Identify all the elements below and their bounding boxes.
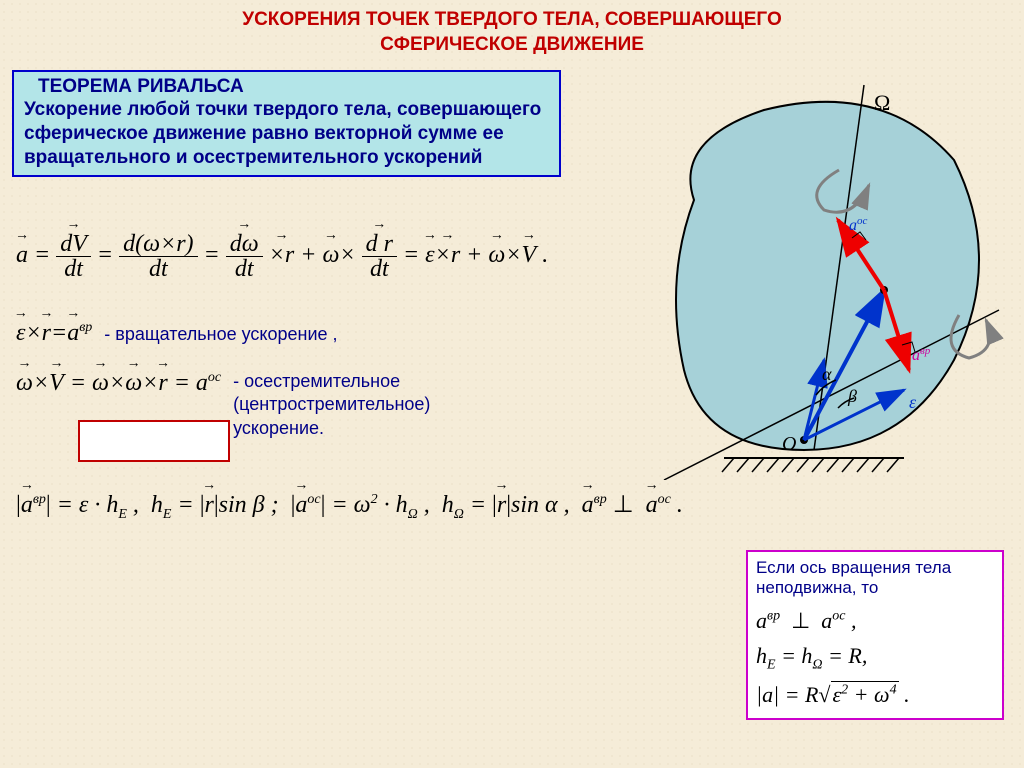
alpha-label: α [822,364,832,384]
theorem-heading: ТЕОРЕМА РИВАЛЬСА [38,76,549,98]
note-formulas: aвр ⊥ aос , hE = hΩ = R, |a| = R√ε2 + ω4… [756,603,994,712]
ground-hatch [722,458,899,472]
label-axial: - осестремительное (центростремительное)… [233,370,430,440]
empty-placeholder-box [78,420,230,462]
epsilon-label: ε [909,392,917,412]
omega-label: Ω [874,90,890,115]
formula-magnitudes: |aвр| = ε · hE , hE = |r|sin β ; |aос| =… [16,490,683,523]
sym-a: a [16,243,28,267]
formula-main: a = dVdt = d(ω×r)dt = dωdt ×r + ω× d rdt… [16,232,548,281]
diagram: Ω O ε aос aвр α β [604,80,1004,480]
theorem-body: Ускорение любой точки твердого тела, сов… [24,98,549,169]
theorem-box: ТЕОРЕМА РИВАЛЬСА Ускорение любой точки т… [12,70,561,177]
note-box: Если ось вращения тела неподвижна, то aв… [746,550,1004,720]
formula-rotational: ε×r=aвр - вращательное ускорение , [16,320,338,347]
label-rotational: - вращательное ускорение , [104,324,337,344]
note-text: Если ось вращения тела неподвижна, то [756,558,994,599]
slide-title: УСКОРЕНИЯ ТОЧЕК ТВЕРДОГО ТЕЛА, СОВЕРШАЮЩ… [0,0,1024,57]
title-line2: СФЕРИЧЕСКОЕ ДВИЖЕНИЕ [380,34,644,55]
beta-label: β [847,386,857,406]
origin-label: O [782,433,796,455]
title-line1: УСКОРЕНИЯ ТОЧЕК ТВЕРДОГО ТЕЛА, СОВЕРШАЮЩ… [242,9,781,30]
